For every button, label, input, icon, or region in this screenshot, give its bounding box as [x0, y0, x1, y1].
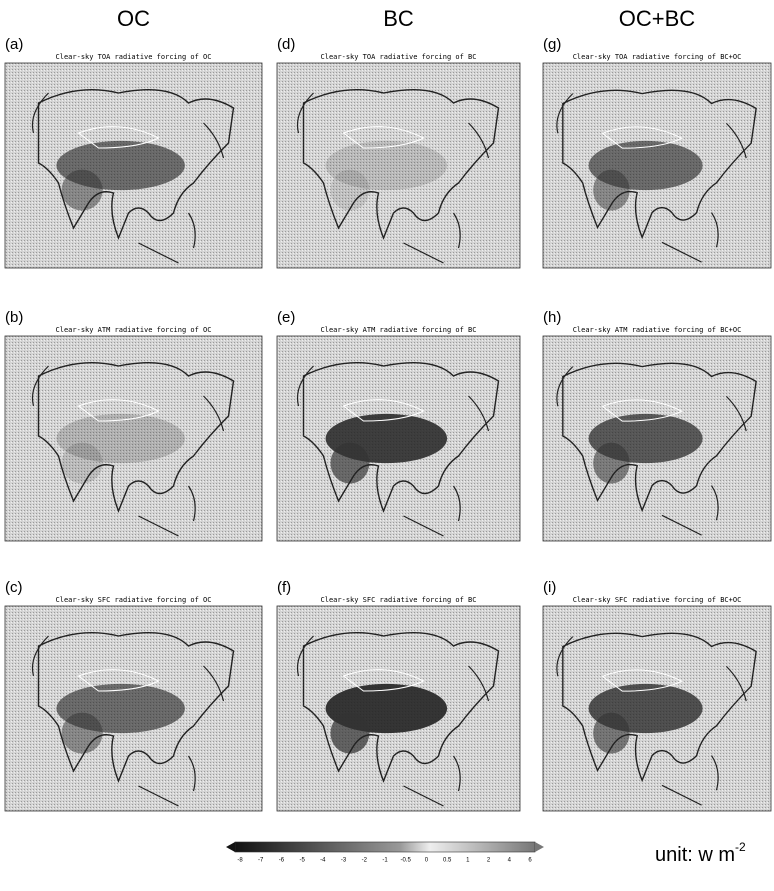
colorbar-arrow — [535, 842, 544, 852]
column-header: OC+BC — [619, 6, 696, 31]
colorbar-label: 1 — [466, 858, 470, 864]
colorbar-label: -1 — [382, 858, 388, 864]
panel-title: Clear-sky SFC radiative forcing of BC — [321, 596, 477, 604]
panel-label: (h) — [543, 309, 561, 326]
colorbar-label: 2 — [487, 858, 491, 864]
unit-text: unit: w m — [655, 844, 735, 866]
forcing-region — [330, 170, 369, 211]
panel-label: (f) — [277, 579, 291, 596]
forcing-region — [330, 443, 369, 484]
forcing-region — [330, 713, 369, 754]
column-header: OC — [117, 6, 150, 31]
colorbar-labels: -8 -7 -6 -5 -4 -3 -2 -1 -0.5 0 0.5 1 2 4 6 — [237, 858, 532, 864]
panel-label: (i) — [543, 579, 556, 596]
panel-title: Clear-sky ATM radiative forcing of BC — [321, 326, 477, 334]
colorbar-label: -2 — [362, 858, 368, 864]
colorbar-label: 0.5 — [443, 858, 452, 864]
forcing-region — [62, 170, 103, 211]
colorbar-arrow — [226, 842, 235, 852]
panel-title: Clear-sky TOA radiative forcing of BC — [321, 53, 477, 61]
panel-label: (e) — [277, 309, 295, 326]
colorbar — [235, 842, 535, 852]
forcing-region — [62, 443, 103, 484]
panel-label: (b) — [5, 309, 23, 326]
colorbar-label: -6 — [279, 858, 285, 864]
colorbar-label: 4 — [508, 858, 512, 864]
panel-label: (c) — [5, 579, 23, 596]
panel-title: Clear-sky ATM radiative forcing of BC+OC — [573, 326, 742, 334]
colorbar-label: -8 — [237, 858, 243, 864]
colorbar-label: -4 — [320, 858, 326, 864]
panel-title: Clear-sky SFC radiative forcing of OC — [56, 596, 212, 604]
colorbar-label: -3 — [341, 858, 347, 864]
forcing-region — [62, 713, 103, 754]
unit-label: unit: w m-2 — [655, 840, 746, 866]
colorbar-label: -0.5 — [401, 858, 412, 864]
panel-label: (a) — [5, 36, 23, 53]
colorbar-label: 6 — [528, 858, 532, 864]
colorbar-label: 0 — [425, 858, 429, 864]
panel-grid: OC BC OC+BC (a) Clear-sky TOA radiative forc… — [5, 6, 771, 811]
figure: OC BC OC+BC (a) Clear-sky TOA radiative forc… — [0, 0, 774, 886]
colorbar-label: -5 — [299, 858, 305, 864]
panel-title: Clear-sky TOA radiative forcing of BC+OC — [573, 53, 742, 61]
panel-title: Clear-sky SFC radiative forcing of BC+OC — [573, 596, 742, 604]
panel-label: (g) — [543, 36, 561, 53]
panel-label: (d) — [277, 36, 295, 53]
column-header: BC — [383, 6, 414, 31]
panel-title: Clear-sky ATM radiative forcing of OC — [56, 326, 212, 334]
colorbar-label: -7 — [258, 858, 264, 864]
panel-title: Clear-sky TOA radiative forcing of OC — [56, 53, 212, 61]
unit-exponent: -2 — [735, 840, 746, 854]
